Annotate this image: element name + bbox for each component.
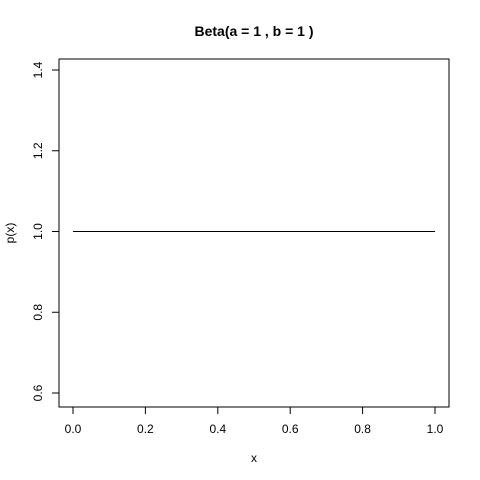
y-tick-label: 1.2 — [31, 142, 45, 159]
plot-frame — [58, 58, 450, 408]
y-axis-label: p(x) — [3, 223, 17, 244]
x-axis-label: x — [251, 451, 257, 465]
y-axis: 0.6 0.8 1.0 1.2 1.4 — [31, 61, 60, 401]
x-tick-label: 0.4 — [209, 422, 226, 436]
chart-title: Beta(a = 1 , b = 1 ) — [194, 23, 313, 39]
x-tick-label: 1.0 — [427, 422, 444, 436]
y-tick-label: 0.6 — [31, 384, 45, 401]
x-axis: 0.0 0.2 0.4 0.6 0.8 1.0 — [65, 406, 444, 436]
x-tick-label: 0.0 — [65, 422, 82, 436]
y-tick-label: 0.8 — [31, 304, 45, 321]
y-tick-label: 1.0 — [31, 223, 45, 240]
x-tick-label: 0.8 — [354, 422, 371, 436]
y-tick-label: 1.4 — [31, 61, 45, 78]
x-tick-label: 0.6 — [282, 422, 299, 436]
x-tick-label: 0.2 — [137, 422, 154, 436]
